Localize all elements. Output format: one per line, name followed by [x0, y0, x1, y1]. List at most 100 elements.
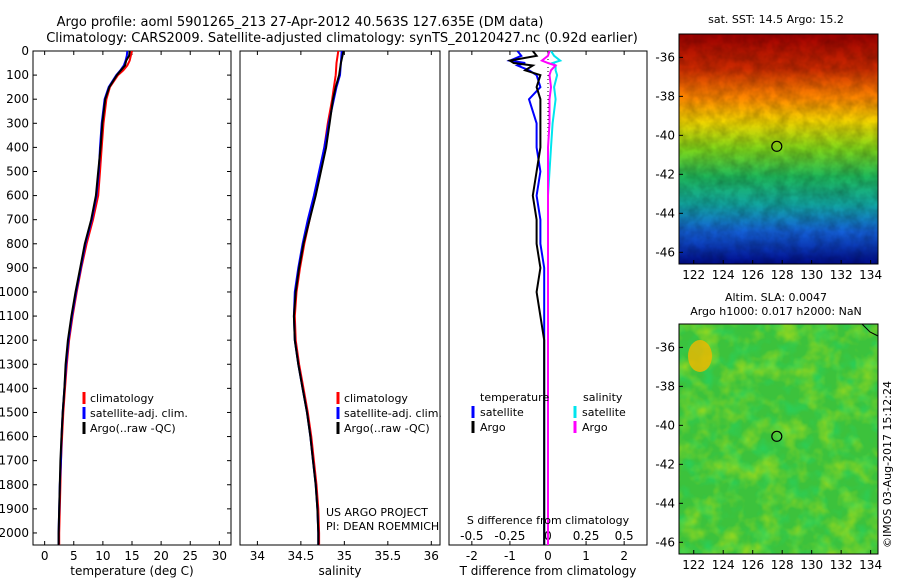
- temperature-series: [57, 51, 133, 545]
- salinity-plot-frame: [239, 50, 441, 546]
- legend-temp-satellite-label: satellite: [480, 406, 524, 419]
- sst-texture: [679, 34, 878, 264]
- s-difference-label: S difference from climatology: [467, 514, 630, 527]
- sla-texture-negative: [679, 324, 878, 554]
- map-y-tick-label: -40: [655, 418, 675, 432]
- y-tick-label: 400: [6, 140, 29, 154]
- x-tick-label: -1: [504, 549, 516, 563]
- sst-map: sat. SST: 14.5 Argo: 15.2 122 124 126 128 13…: [655, 13, 882, 282]
- map-y-tick-label: -36: [655, 340, 675, 354]
- x-tick-label: 5: [70, 549, 78, 563]
- temperature-legend: climatology satellite-adj. clim. Argo(..…: [82, 392, 188, 435]
- salinity-series: [292, 51, 345, 545]
- map-x-tick-label: 128: [771, 558, 794, 572]
- map-y-tick-label: -42: [655, 457, 675, 471]
- y-tick-label: 300: [6, 116, 29, 130]
- legend-satellite-label: satellite-adj. clim.: [344, 407, 442, 420]
- y-tick-label: 900: [6, 261, 29, 275]
- legend-climatology-label: climatology: [344, 392, 408, 405]
- map-x-tick-label: 134: [859, 268, 882, 282]
- map-x-tick-label: 122: [682, 558, 705, 572]
- x-tick-label: 30: [212, 549, 227, 563]
- map-y-tick-label: -36: [655, 50, 675, 64]
- sla-map-title-line2: Argo h1000: 0.017 h2000: NaN: [690, 305, 862, 318]
- series-line-temperature-argo: [507, 51, 546, 545]
- argo-position-marker: [771, 430, 783, 442]
- map-x-tick-label: 122: [682, 268, 705, 282]
- x-tick-label: -2: [466, 549, 478, 563]
- temperature-xlabel: temperature (deg C): [70, 564, 193, 578]
- temperature-axis-ticks: 0 5 10 15 20 25 30: [41, 51, 227, 563]
- x-tick-label: 0: [41, 549, 49, 563]
- legend-satellite-label: satellite-adj. clim.: [90, 407, 188, 420]
- map-y-tick-label: -38: [655, 379, 675, 393]
- map-x-tick-label: 134: [859, 558, 882, 572]
- map-y-tick-label: -44: [655, 496, 675, 510]
- x-tick-label: 1: [582, 549, 590, 563]
- difference-series: [506, 51, 563, 545]
- x-tick-label: 15: [124, 549, 139, 563]
- sst-map-frame: [678, 33, 879, 265]
- s-difference-axis-ticks: -0.5 -0.25 0 0.25 0.5: [460, 529, 634, 543]
- figure-title-line1: Argo profile: aoml 5901265_213 27-Apr-20…: [57, 15, 544, 30]
- x-tick-label: 35: [337, 549, 352, 563]
- series-line-salinity-argo: [539, 51, 558, 545]
- y-tick-label: 200: [6, 92, 29, 106]
- y-tick-label: 600: [6, 189, 29, 203]
- map-x-tick-label: 124: [712, 558, 735, 572]
- series-line-argo-raw-qc-: [292, 51, 345, 545]
- y-tick-label: 2000: [0, 526, 29, 540]
- figure-title-line2: Climatology: CARS2009. Satellite-adjuste…: [46, 31, 638, 46]
- y-tick-label: 700: [6, 213, 29, 227]
- map-x-tick-label: 132: [830, 558, 853, 572]
- temperature-panel: 0100200300400500600700800900100011001200…: [0, 44, 647, 578]
- legend-temp-argo-label: Argo: [480, 421, 506, 434]
- x-tick-label: 25: [183, 549, 198, 563]
- x-tick-label: 10: [95, 549, 110, 563]
- legend-argo-label: Argo(..raw -QC): [344, 422, 430, 435]
- sla-map-title-line1: Altim. SLA: 0.0047: [725, 291, 827, 304]
- x-tick-label: 20: [153, 549, 168, 563]
- y-tick-label: 1800: [0, 478, 29, 492]
- imos-credit: ©IMOS 03-Aug-2017 15:12:24: [881, 381, 894, 548]
- salinity-axis-ticks: 34 34.5 35 35.5 36: [250, 51, 439, 563]
- t-difference-xlabel: T difference from climatology: [459, 564, 637, 578]
- map-y-tick-label: -44: [655, 206, 675, 220]
- y-tick-label: 1500: [0, 405, 29, 419]
- map-x-tick-label: 128: [771, 268, 794, 282]
- salinity-legend: climatology satellite-adj. clim. Argo(..…: [336, 392, 442, 435]
- series-line-argo-raw-qc-: [57, 51, 131, 545]
- s-diff-tick-label: 0.25: [573, 529, 600, 543]
- temperature-plot-frame: [32, 50, 232, 546]
- x-tick-label: 34.5: [288, 549, 315, 563]
- x-tick-label: 2: [620, 549, 628, 563]
- difference-panel: -2 -1 0 1 2 -0.5 -0.25 0 0.25 0.5 S difference f…: [448, 50, 648, 578]
- argo-position-marker: [771, 140, 783, 152]
- y-tick-label: 1400: [0, 381, 29, 395]
- legend-sal-argo-label: Argo: [582, 421, 608, 434]
- y-tick-label: 1000: [0, 285, 29, 299]
- x-tick-label: 34: [250, 549, 265, 563]
- map-y-tick-label: -46: [655, 535, 675, 549]
- s-diff-tick-label: 0.5: [615, 529, 634, 543]
- legend-sal-satellite-label: satellite: [582, 406, 626, 419]
- y-tick-label: 1200: [0, 333, 29, 347]
- y-tick-label: 1100: [0, 309, 29, 323]
- difference-legend: temperature salinity satellite Argo sate…: [471, 391, 626, 434]
- legend-argo-label: Argo(..raw -QC): [90, 422, 176, 435]
- y-tick-label: 1900: [0, 502, 29, 516]
- y-tick-label: 800: [6, 237, 29, 251]
- map-y-tick-label: -40: [655, 128, 675, 142]
- y-tick-label: 500: [6, 164, 29, 178]
- sla-map-axis-ticks: 122 124 126 128 130 132 134 -36 -38 -40 -42 -44 -46: [655, 340, 882, 572]
- map-y-tick-label: -46: [655, 245, 675, 259]
- s-diff-tick-label: -0.25: [494, 529, 525, 543]
- y-tick-label: 0: [21, 44, 29, 58]
- x-tick-label: 0: [544, 549, 552, 563]
- map-x-tick-label: 126: [741, 268, 764, 282]
- legend-temperature-title: temperature: [480, 391, 549, 404]
- salinity-panel: 34 34.5 35 35.5 36 salinity climatology sate…: [239, 50, 442, 578]
- map-x-tick-label: 130: [800, 558, 823, 572]
- map-x-tick-label: 132: [830, 268, 853, 282]
